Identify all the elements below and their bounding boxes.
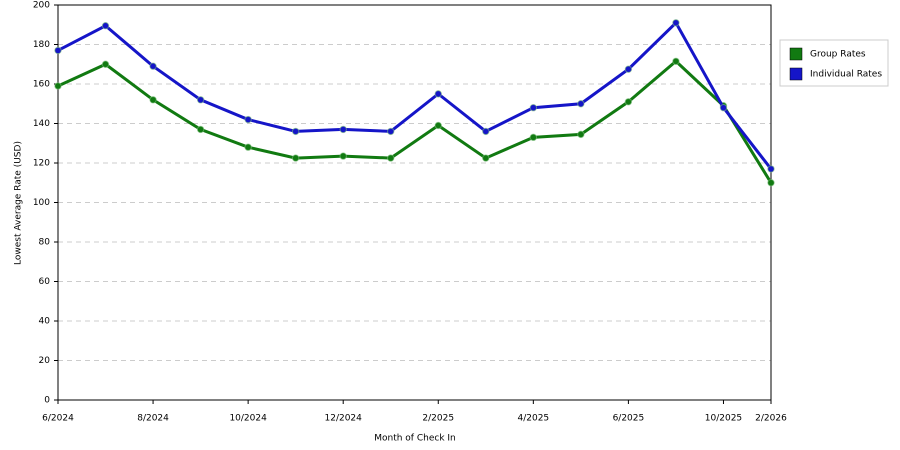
y-axis-label: Lowest Average Rate (USD) [14,141,24,265]
legend-label: Individual Rates [810,70,882,80]
y-tick-label: 80 [39,238,51,248]
data-point [149,96,157,104]
data-point [291,154,300,162]
y-tick-label: 120 [33,159,50,169]
data-point [719,104,728,112]
legend-swatch [789,47,803,61]
data-point [54,82,62,90]
x-tick-label: 8/2024 [137,414,169,424]
data-point [291,127,300,136]
y-tick-label: 100 [33,198,50,208]
y-tick-label: 20 [39,356,51,366]
data-point [434,121,442,130]
y-tick-label: 140 [33,119,50,129]
data-point [624,65,633,73]
data-point [339,152,347,160]
y-tick-label: 160 [33,80,50,90]
legend-label: Group Rates [810,50,866,60]
data-point [482,154,490,162]
data-point [577,130,585,139]
x-tick-label: 2/2026 [755,414,787,424]
y-tick-label: 60 [39,277,51,287]
x-tick-label: 2/2025 [422,414,454,424]
x-tick-label: 4/2025 [517,414,549,424]
data-point [387,127,395,136]
data-point [196,96,205,104]
x-tick-label: 10/2024 [229,414,267,424]
data-point [149,62,157,70]
series-line [57,59,773,184]
data-point [244,143,252,151]
data-point [54,46,62,55]
data-point [529,104,538,112]
data-point [339,125,347,134]
data-point [387,154,395,162]
data-point [624,98,633,106]
y-tick-label: 200 [33,1,50,11]
data-point [672,19,680,27]
plot-frame [57,4,772,401]
data-point [244,115,252,124]
data-point [529,133,538,142]
data-point [196,125,205,134]
y-tick-label: 180 [33,40,50,50]
data-point [434,90,442,98]
data-point [767,179,775,187]
data-point [482,127,490,136]
data-point [101,60,110,68]
x-tick-label: 6/2024 [42,414,74,424]
y-tick-label: 40 [39,317,51,327]
x-tick-label: 10/2025 [705,414,742,424]
data-point [767,165,775,173]
x-axis-label: Month of Check In [374,434,456,444]
data-point [672,57,680,65]
x-tick-label: 12/2024 [325,414,363,424]
legend-swatch [789,67,803,81]
series-line [57,20,773,170]
x-tick-label: 6/2025 [613,414,645,424]
y-tick-label: 0 [44,396,50,406]
data-point [577,100,585,108]
data-point [101,22,110,30]
